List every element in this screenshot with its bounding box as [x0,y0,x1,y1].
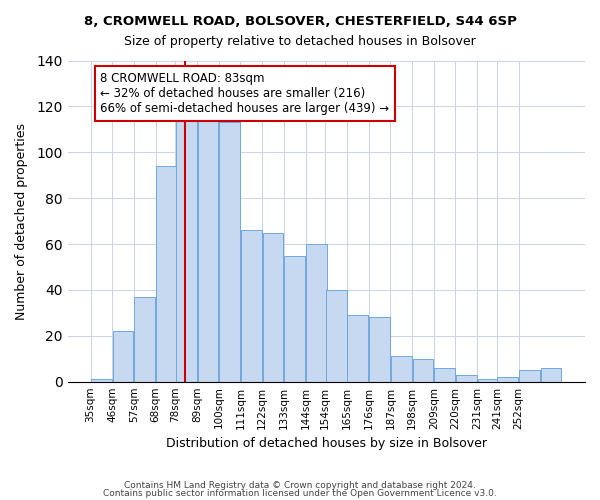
Bar [391,356,412,382]
X-axis label: Distribution of detached houses by size in Bolsover: Distribution of detached houses by size … [166,437,487,450]
Bar [91,380,112,382]
Text: 8, CROMWELL ROAD, BOLSOVER, CHESTERFIELD, S44 6SP: 8, CROMWELL ROAD, BOLSOVER, CHESTERFIELD… [83,15,517,28]
Bar [113,331,133,382]
Bar [434,368,455,382]
Bar [156,166,177,382]
Bar [284,256,305,382]
Bar [541,368,562,382]
Bar [134,297,155,382]
Bar [197,111,218,382]
Text: Size of property relative to detached houses in Bolsover: Size of property relative to detached ho… [124,35,476,48]
Bar [219,122,240,382]
Bar [326,290,347,382]
Bar [306,244,327,382]
Text: 8 CROMWELL ROAD: 83sqm
← 32% of detached houses are smaller (216)
66% of semi-de: 8 CROMWELL ROAD: 83sqm ← 32% of detached… [100,72,389,115]
Text: Contains public sector information licensed under the Open Government Licence v3: Contains public sector information licen… [103,488,497,498]
Bar [478,380,499,382]
Bar [176,111,197,382]
Bar [456,375,476,382]
Bar [519,370,540,382]
Bar [347,315,368,382]
Bar [241,230,262,382]
Bar [413,358,433,382]
Bar [497,377,518,382]
Y-axis label: Number of detached properties: Number of detached properties [15,122,28,320]
Bar [263,232,283,382]
Text: Contains HM Land Registry data © Crown copyright and database right 2024.: Contains HM Land Registry data © Crown c… [124,481,476,490]
Bar [369,318,390,382]
